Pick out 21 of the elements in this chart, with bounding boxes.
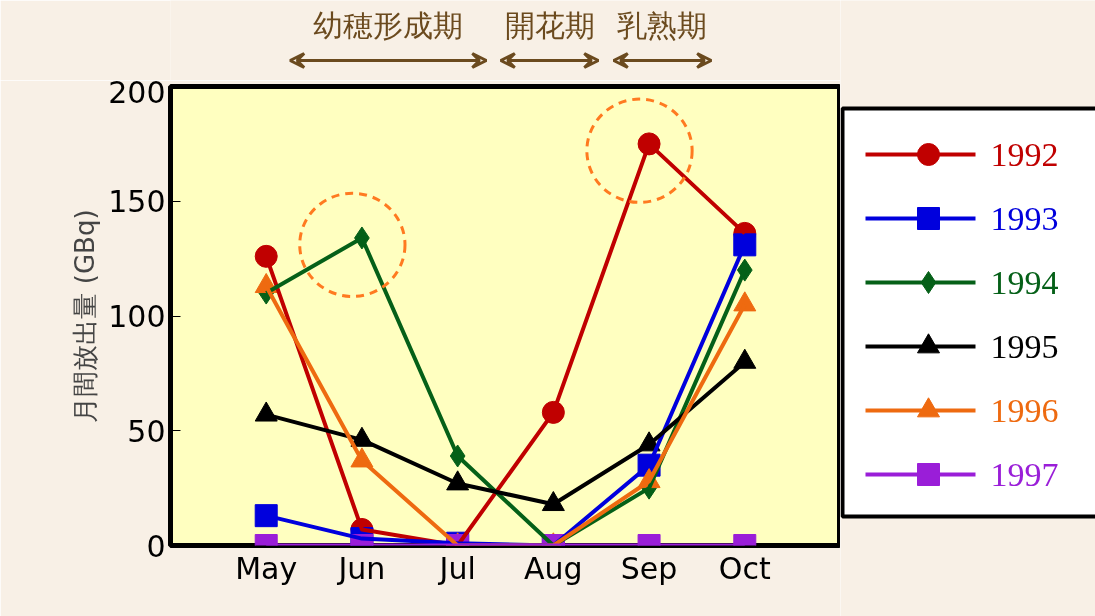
y-tick-label: 50 [127,413,166,449]
y-tick-label: 100 [108,299,166,334]
legend-label: 1993 [990,199,1059,237]
x-tick-label: Sep [620,550,678,586]
legend-label: 1997 [990,455,1059,493]
y-tick-label: 150 [108,184,166,220]
legend-label: 1995 [990,327,1059,365]
x-tick-label: Oct [718,550,771,586]
y-tick-label: 200 [108,74,166,110]
y-axis-title: 月間放出量 (GBq) [70,209,101,423]
text: 開花期 [504,7,595,43]
text: 乳熟期 [617,7,708,43]
x-tick-label: Jun [336,550,386,586]
legend-label: 1994 [990,263,1059,301]
legend-label: 1996 [990,391,1059,429]
legend-label: 1992 [990,135,1059,173]
y-tick-label: 0 [146,528,166,564]
x-tick-label: May [235,550,298,586]
x-tick-label: Jul [437,550,476,586]
x-tick-label: Aug [524,550,583,586]
text: 幼穂形成期 [313,7,464,43]
